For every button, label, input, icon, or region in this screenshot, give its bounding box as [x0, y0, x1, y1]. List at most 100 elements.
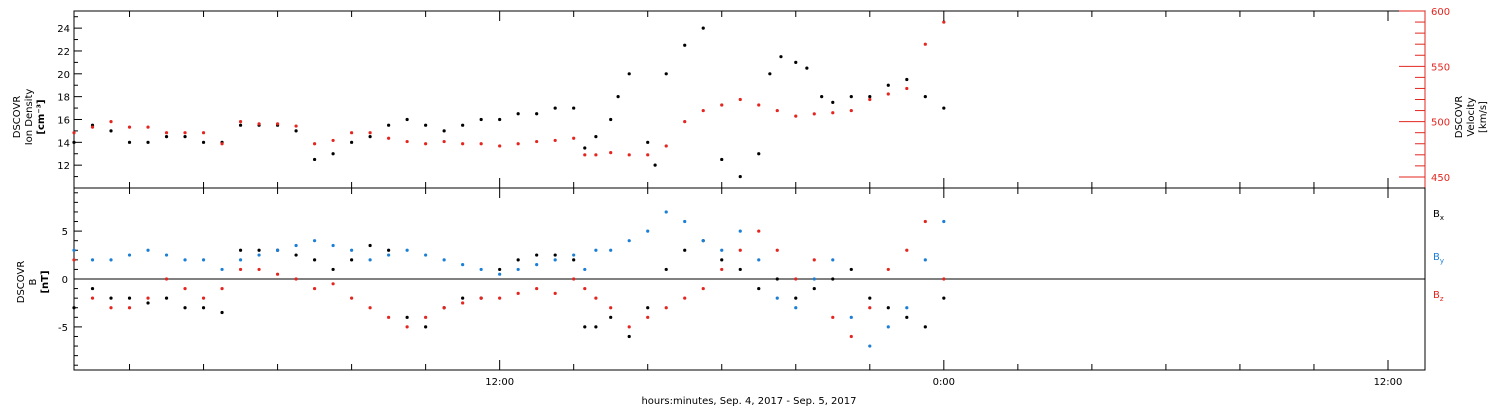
density-point	[72, 140, 76, 144]
bx-point	[424, 325, 428, 329]
density-point	[794, 60, 798, 64]
bz-point	[775, 248, 779, 252]
bz-point	[368, 306, 372, 310]
velocity-point	[553, 138, 557, 143]
velocity-point	[594, 153, 598, 157]
bz-point	[312, 286, 317, 291]
bz-point	[479, 296, 483, 300]
bx-point	[886, 306, 890, 310]
density-point	[479, 117, 483, 122]
density-point	[201, 140, 206, 144]
velocity-point	[368, 131, 372, 135]
bz-point	[849, 334, 853, 339]
velocity-point	[572, 136, 576, 140]
density-point	[664, 72, 668, 76]
density-tick-label: 12	[57, 161, 70, 172]
density-tick-label: 20	[57, 70, 70, 81]
by-point	[738, 229, 742, 233]
bx-point	[646, 306, 650, 310]
velocity-point	[164, 131, 169, 135]
magnetic-field-points	[72, 210, 946, 348]
bz-point	[683, 296, 687, 300]
density-point	[627, 72, 631, 76]
density-point	[768, 72, 772, 76]
density-point	[146, 140, 150, 144]
bz-point	[442, 306, 446, 310]
time-axis-label: hours:minutes, Sep. 4, 2017 - Sep. 5, 20…	[641, 396, 856, 407]
by-point	[923, 258, 927, 262]
by-point	[905, 306, 909, 310]
bx-point	[331, 267, 335, 272]
magnetic-field-panel: -5 0 5 DSCOVR B [nT] Bx By Bz	[16, 187, 1444, 371]
density-point	[535, 112, 539, 116]
bz-point	[886, 267, 890, 272]
bx-point	[923, 325, 927, 329]
magnetic-field-tick-label: 5	[62, 227, 68, 238]
density-point	[886, 83, 890, 87]
by-point	[535, 263, 539, 267]
bx-point	[461, 296, 465, 300]
bz-point	[831, 315, 835, 319]
by-point	[683, 219, 687, 224]
by-point	[109, 258, 113, 262]
by-point	[238, 258, 243, 262]
bx-point	[238, 248, 243, 252]
density-point	[849, 95, 853, 99]
density-point	[424, 123, 428, 127]
density-point	[805, 66, 809, 70]
bz-point	[868, 306, 872, 310]
by-point	[350, 248, 354, 252]
bx-point	[664, 267, 668, 272]
magnetic-field-axis-ticks: -5 0 5	[58, 192, 82, 366]
density-point	[779, 55, 783, 59]
by-point	[553, 258, 557, 262]
velocity-point	[312, 142, 317, 146]
density-point	[701, 26, 705, 30]
by-point	[775, 296, 779, 300]
bx-point	[257, 248, 261, 252]
velocity-point	[146, 125, 150, 129]
bx-point	[812, 286, 816, 291]
bx-point	[535, 253, 539, 257]
bz-point	[183, 286, 187, 291]
by-point	[72, 248, 76, 252]
velocity-tick-label: 500	[1431, 118, 1450, 129]
bx-point	[127, 296, 132, 300]
by-point	[886, 325, 890, 329]
density-point	[238, 123, 243, 127]
by-point	[627, 239, 631, 243]
bz-point	[535, 286, 539, 291]
bz-point	[553, 291, 557, 295]
by-point	[294, 243, 298, 248]
velocity-point	[350, 131, 354, 135]
bz-point	[516, 291, 520, 295]
time-tick-label: 12:00	[1374, 377, 1403, 388]
bx-point	[831, 277, 835, 281]
velocity-axis-label-line1: DSCOVR	[1454, 96, 1465, 139]
density-point	[653, 163, 657, 167]
density-point	[831, 100, 835, 104]
bz-point	[275, 272, 280, 276]
bz-point	[72, 258, 76, 262]
by-point	[368, 258, 372, 262]
magnetic-field-axis-label-line3: [nT]	[40, 270, 51, 293]
density-tick-label: 24	[57, 24, 70, 35]
density-velocity-points	[72, 20, 946, 179]
velocity-point	[812, 112, 816, 116]
velocity-axis-ticks: 450 500 550 600	[1399, 7, 1450, 188]
by-point	[609, 248, 613, 252]
bz-point	[738, 248, 742, 252]
bz-point	[331, 282, 335, 286]
bx-point	[183, 306, 187, 310]
density-axis-ticks: 12 14 16 18 20 22 24	[57, 16, 82, 178]
velocity-point	[387, 136, 391, 140]
velocity-point	[905, 86, 909, 91]
bz-point	[220, 286, 224, 291]
velocity-point	[90, 125, 95, 129]
density-point	[350, 140, 354, 144]
density-point	[183, 135, 187, 139]
bz-point	[164, 277, 169, 281]
density-point	[498, 117, 502, 122]
bx-point	[720, 258, 724, 262]
by-point	[664, 210, 668, 214]
